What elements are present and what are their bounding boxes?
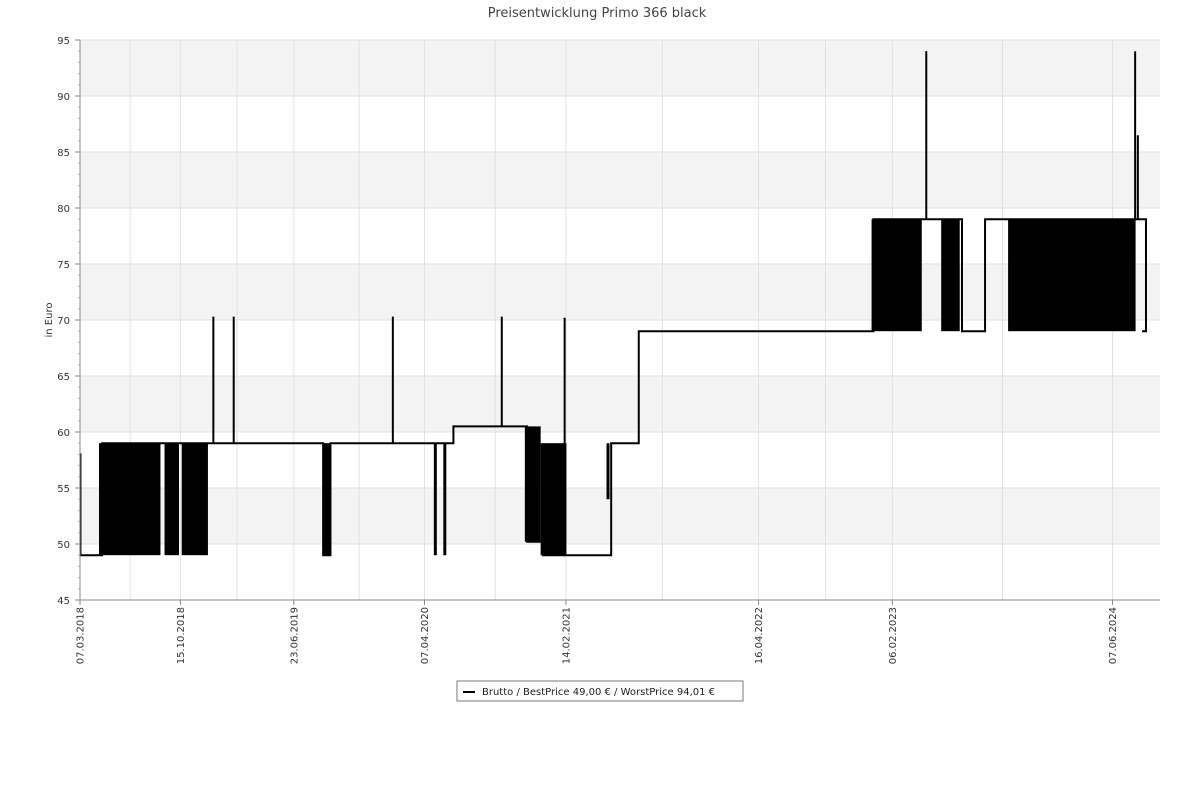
- y-axis-label: in Euro: [44, 303, 55, 338]
- price-fluctuation-band: [98, 443, 161, 556]
- price-fluctuation-band: [181, 443, 208, 556]
- x-tick-label: 07.06.2024: [1108, 607, 1119, 664]
- plot-band: [80, 152, 1160, 208]
- y-tick-label: 95: [57, 36, 70, 47]
- y-tick-label: 45: [57, 596, 70, 607]
- x-tick-label: 16.04.2022: [754, 607, 765, 664]
- price-fluctuation-band: [871, 219, 922, 332]
- price-fluctuation-band: [540, 443, 567, 556]
- y-tick-label: 60: [57, 428, 70, 439]
- y-ticks: 45 50 55 60 65 70 75 80 85 90 95: [57, 36, 80, 607]
- plot-band: [80, 376, 1160, 432]
- x-tick-label: 07.04.2020: [420, 607, 431, 664]
- plot-band: [80, 432, 1160, 488]
- price-fluctuation-band: [322, 443, 330, 556]
- plot-band: [80, 488, 1160, 544]
- legend-box: [456, 680, 744, 702]
- x-tick-label: 06.02.2023: [888, 607, 899, 664]
- price-fluctuation-band: [1008, 219, 1136, 332]
- y-tick-label: 90: [57, 92, 70, 103]
- plot-background-bands: [80, 39, 1160, 601]
- price-fluctuation-band: [524, 426, 541, 542]
- chart-title: Preisentwicklung Primo 366 black: [488, 6, 707, 21]
- price-fluctuation-band: [941, 219, 960, 332]
- y-tick-label: 80: [57, 204, 70, 215]
- price-series: [79, 51, 1147, 557]
- x-tick-label: 14.02.2021: [561, 607, 572, 664]
- plot-band: [80, 264, 1160, 320]
- x-tick-label: 23.06.2019: [289, 607, 300, 664]
- plot-band: [80, 320, 1160, 376]
- y-tick-label: 50: [57, 540, 70, 551]
- plot-band: [80, 96, 1160, 152]
- plot-band: [80, 208, 1160, 264]
- plot-band: [80, 544, 1160, 600]
- x-tick-label: 07.03.2018: [76, 607, 87, 664]
- legend-entry-label: Brutto / BestPrice 49,00 € / WorstPrice …: [482, 687, 715, 698]
- y-tick-label: 65: [57, 372, 70, 383]
- legend: Brutto / BestPrice 49,00 € / WorstPrice …: [456, 680, 744, 702]
- plot-band: [80, 40, 1160, 96]
- x-ticks: 07.03.2018 15.10.2018 23.06.2019 07.04.2020…: [76, 600, 1119, 664]
- x-tick-label: 15.10.2018: [176, 607, 187, 664]
- y-tick-label: 75: [57, 260, 70, 271]
- y-tick-label: 70: [57, 316, 70, 327]
- y-tick-label: 55: [57, 484, 70, 495]
- price-step-line: [79, 218, 1147, 557]
- y-tick-label: 85: [57, 148, 70, 159]
- price-fluctuation-band: [164, 443, 180, 556]
